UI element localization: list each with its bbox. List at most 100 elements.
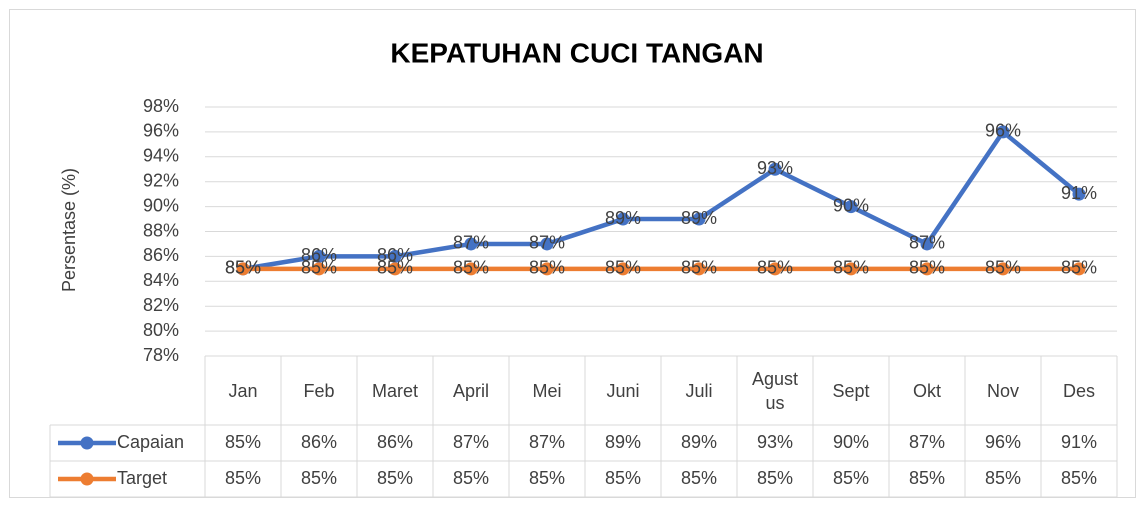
table-value: 85% <box>453 468 489 488</box>
chart-title: KEPATUHAN CUCI TANGAN <box>390 37 763 68</box>
data-label: 85% <box>301 258 337 278</box>
table-value: 91% <box>1061 432 1097 452</box>
category-cell: Maret <box>372 381 418 401</box>
marker <box>692 212 706 226</box>
category-cell: Jan <box>228 381 257 401</box>
marker <box>844 200 858 214</box>
table-value: 85% <box>529 468 565 488</box>
table-value: 87% <box>453 432 489 452</box>
x-tick-label: April <box>452 380 489 401</box>
legend-label: Capaian <box>117 432 184 452</box>
marker <box>692 262 706 276</box>
data-label: 85% <box>757 258 793 278</box>
table-value: 86% <box>377 432 413 452</box>
series-line <box>242 129 1081 272</box>
marker <box>388 249 402 263</box>
y-tick-label: 94% <box>143 146 179 166</box>
table-value: 87% <box>529 432 565 452</box>
marker <box>540 262 554 276</box>
marker <box>1072 262 1086 276</box>
data-label: 85% <box>909 258 945 278</box>
table-value: 89% <box>605 432 641 452</box>
x-tick-label: Juni <box>606 380 640 401</box>
table-value: 89% <box>681 432 717 452</box>
x-tick-label: Agustus <box>751 368 799 413</box>
marker <box>844 262 858 276</box>
table-value: 85% <box>1061 468 1097 488</box>
y-tick-label: 84% <box>143 270 179 290</box>
data-label: 85% <box>377 258 413 278</box>
legend-marker <box>80 472 94 486</box>
data-label: 85% <box>681 258 717 278</box>
category-cell: Okt <box>912 380 941 401</box>
data-label: 85% <box>985 258 1021 278</box>
data-label: 86% <box>377 245 413 265</box>
legend-label: Target <box>117 468 167 488</box>
data-label: 85% <box>529 258 565 278</box>
y-tick-label: 80% <box>143 320 179 340</box>
y-tick-label: 88% <box>143 220 179 240</box>
marker <box>996 262 1010 276</box>
category-cell: Nov <box>986 380 1019 401</box>
marker <box>464 262 478 276</box>
marker <box>540 237 554 251</box>
marker <box>1072 187 1086 201</box>
data-label: 85% <box>833 258 869 278</box>
marker <box>464 237 478 251</box>
x-tick-label: Mei <box>532 380 562 401</box>
table-value: 96% <box>985 432 1021 452</box>
table-value: 85% <box>757 468 793 488</box>
y-tick-label: 92% <box>143 170 179 190</box>
data-label: 89% <box>681 208 717 228</box>
table-value: 87% <box>909 432 945 452</box>
y-tick-label: 78% <box>143 345 179 365</box>
x-tick-label: Des <box>1062 380 1095 401</box>
table-value: 85% <box>225 468 261 488</box>
x-tick-label: Okt <box>912 380 941 401</box>
legend-marker <box>80 436 94 450</box>
marker <box>388 262 402 276</box>
data-label: 89% <box>605 208 641 228</box>
category-cell: Feb <box>303 381 334 401</box>
marker <box>616 212 630 226</box>
y-tick-label: 82% <box>143 295 179 315</box>
marker <box>616 262 630 276</box>
x-tick-label: Sept <box>832 380 870 401</box>
data-label: 85% <box>1061 258 1097 278</box>
category-cell: Sept <box>832 380 870 401</box>
data-label: 96% <box>985 121 1021 141</box>
table-value: 85% <box>681 468 717 488</box>
marker <box>312 249 326 263</box>
y-tick-label: 98% <box>143 96 179 116</box>
marker <box>920 237 934 251</box>
marker <box>768 162 782 176</box>
data-label: 87% <box>453 233 489 253</box>
category-cell: Des <box>1062 380 1095 401</box>
data-label: 93% <box>757 158 793 178</box>
category-cell: April <box>452 380 489 401</box>
data-label: 91% <box>1061 183 1097 203</box>
table-value: 85% <box>225 432 261 452</box>
x-tick-label: Juli <box>685 380 713 401</box>
table-value: 85% <box>833 468 869 488</box>
x-tick-label: Nov <box>986 380 1019 401</box>
table-value: 85% <box>301 468 337 488</box>
table-value: 85% <box>605 468 641 488</box>
data-label: 90% <box>833 195 869 215</box>
y-tick-label: 90% <box>143 195 179 215</box>
data-label: 87% <box>909 233 945 253</box>
chart-border <box>9 9 1136 498</box>
marker <box>236 262 250 276</box>
table-value: 85% <box>377 468 413 488</box>
y-axis-label: Persentase (%) <box>59 168 79 292</box>
marker <box>996 125 1010 139</box>
y-tick-label: 96% <box>143 121 179 141</box>
data-label: 85% <box>605 258 641 278</box>
data-label: 85% <box>225 258 261 278</box>
data-label: 86% <box>301 245 337 265</box>
marker <box>312 262 326 276</box>
table-value: 90% <box>833 432 869 452</box>
data-label: 85% <box>225 258 261 278</box>
category-cell: Agustus <box>751 368 799 413</box>
